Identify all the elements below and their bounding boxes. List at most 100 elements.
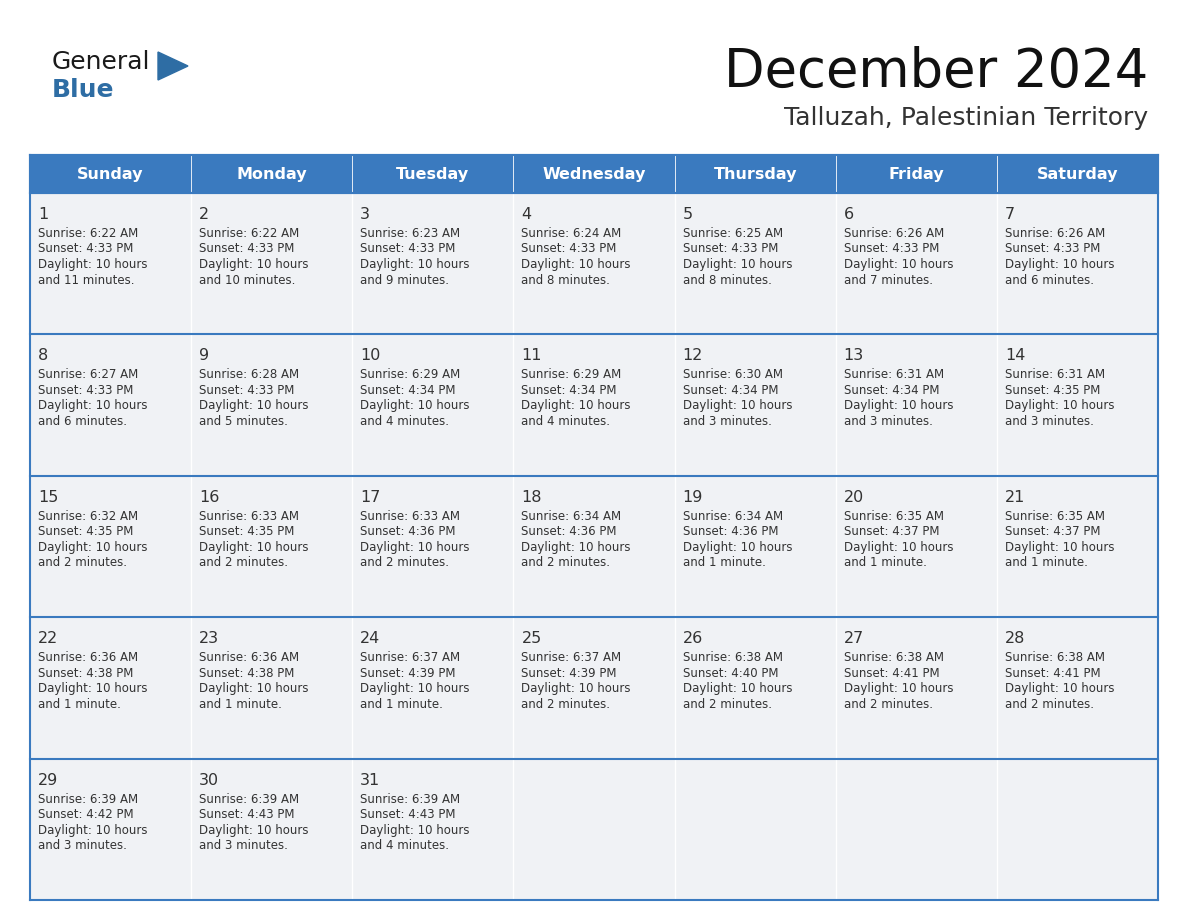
Bar xyxy=(191,617,353,758)
Text: General: General xyxy=(52,50,151,74)
Text: Daylight: 10 hours: Daylight: 10 hours xyxy=(360,258,469,271)
Text: Daylight: 10 hours: Daylight: 10 hours xyxy=(38,399,147,412)
Text: and 1 minute.: and 1 minute. xyxy=(360,698,443,711)
Text: 23: 23 xyxy=(200,632,220,646)
Text: Sunrise: 6:30 AM: Sunrise: 6:30 AM xyxy=(683,368,783,381)
Text: Sunrise: 6:39 AM: Sunrise: 6:39 AM xyxy=(38,792,138,806)
Text: Daylight: 10 hours: Daylight: 10 hours xyxy=(1005,682,1114,695)
Text: Sunset: 4:42 PM: Sunset: 4:42 PM xyxy=(38,808,133,821)
Text: 25: 25 xyxy=(522,632,542,646)
Text: and 6 minutes.: and 6 minutes. xyxy=(38,415,127,428)
Text: Daylight: 10 hours: Daylight: 10 hours xyxy=(1005,258,1114,271)
Text: 3: 3 xyxy=(360,207,371,222)
Text: and 8 minutes.: and 8 minutes. xyxy=(522,274,611,286)
Text: Sunset: 4:34 PM: Sunset: 4:34 PM xyxy=(522,384,617,397)
Text: 14: 14 xyxy=(1005,349,1025,364)
Text: and 2 minutes.: and 2 minutes. xyxy=(522,556,611,569)
Text: and 1 minute.: and 1 minute. xyxy=(200,698,282,711)
Text: Daylight: 10 hours: Daylight: 10 hours xyxy=(200,399,309,412)
Text: 24: 24 xyxy=(360,632,380,646)
Text: Sunrise: 6:39 AM: Sunrise: 6:39 AM xyxy=(200,792,299,806)
Bar xyxy=(675,617,835,758)
Text: and 4 minutes.: and 4 minutes. xyxy=(360,415,449,428)
Text: Sunset: 4:36 PM: Sunset: 4:36 PM xyxy=(683,525,778,538)
Text: Sunset: 4:33 PM: Sunset: 4:33 PM xyxy=(843,242,939,255)
Text: Daylight: 10 hours: Daylight: 10 hours xyxy=(683,541,792,554)
Text: 4: 4 xyxy=(522,207,531,222)
Text: Daylight: 10 hours: Daylight: 10 hours xyxy=(200,258,309,271)
Text: 17: 17 xyxy=(360,490,380,505)
Text: 11: 11 xyxy=(522,349,542,364)
Text: Sunset: 4:37 PM: Sunset: 4:37 PM xyxy=(1005,525,1100,538)
Text: 18: 18 xyxy=(522,490,542,505)
Text: 7: 7 xyxy=(1005,207,1015,222)
Text: Sunset: 4:36 PM: Sunset: 4:36 PM xyxy=(522,525,617,538)
Text: and 10 minutes.: and 10 minutes. xyxy=(200,274,296,286)
Text: Sunrise: 6:33 AM: Sunrise: 6:33 AM xyxy=(360,509,460,522)
Text: Daylight: 10 hours: Daylight: 10 hours xyxy=(1005,541,1114,554)
Bar xyxy=(513,617,675,758)
Bar xyxy=(835,758,997,900)
Bar xyxy=(191,193,353,334)
Bar xyxy=(997,155,1158,193)
Text: Sunrise: 6:23 AM: Sunrise: 6:23 AM xyxy=(360,227,461,240)
Text: 8: 8 xyxy=(38,349,49,364)
Text: Daylight: 10 hours: Daylight: 10 hours xyxy=(360,399,469,412)
Text: Daylight: 10 hours: Daylight: 10 hours xyxy=(360,541,469,554)
Text: Sunrise: 6:24 AM: Sunrise: 6:24 AM xyxy=(522,227,621,240)
Text: Sunset: 4:35 PM: Sunset: 4:35 PM xyxy=(1005,384,1100,397)
Text: and 3 minutes.: and 3 minutes. xyxy=(683,415,771,428)
Text: Sunrise: 6:36 AM: Sunrise: 6:36 AM xyxy=(200,651,299,665)
Text: Sunrise: 6:37 AM: Sunrise: 6:37 AM xyxy=(522,651,621,665)
Bar xyxy=(353,617,513,758)
Text: 16: 16 xyxy=(200,490,220,505)
Text: and 7 minutes.: and 7 minutes. xyxy=(843,274,933,286)
Bar xyxy=(997,617,1158,758)
Text: Daylight: 10 hours: Daylight: 10 hours xyxy=(200,823,309,836)
Text: Sunset: 4:33 PM: Sunset: 4:33 PM xyxy=(360,242,456,255)
Text: Sunrise: 6:25 AM: Sunrise: 6:25 AM xyxy=(683,227,783,240)
Text: Sunrise: 6:26 AM: Sunrise: 6:26 AM xyxy=(843,227,944,240)
Text: and 2 minutes.: and 2 minutes. xyxy=(522,698,611,711)
Text: 10: 10 xyxy=(360,349,380,364)
Bar xyxy=(30,758,191,900)
Text: 27: 27 xyxy=(843,632,864,646)
Text: Sunrise: 6:32 AM: Sunrise: 6:32 AM xyxy=(38,509,138,522)
Text: December 2024: December 2024 xyxy=(723,46,1148,98)
Text: Blue: Blue xyxy=(52,78,114,102)
Text: Sunrise: 6:29 AM: Sunrise: 6:29 AM xyxy=(522,368,621,381)
Text: 29: 29 xyxy=(38,773,58,788)
Text: Sunset: 4:39 PM: Sunset: 4:39 PM xyxy=(522,666,617,679)
Text: Sunrise: 6:33 AM: Sunrise: 6:33 AM xyxy=(200,509,299,522)
Text: Daylight: 10 hours: Daylight: 10 hours xyxy=(38,258,147,271)
Text: Daylight: 10 hours: Daylight: 10 hours xyxy=(38,823,147,836)
Bar xyxy=(513,758,675,900)
Bar xyxy=(675,193,835,334)
Text: Sunset: 4:34 PM: Sunset: 4:34 PM xyxy=(360,384,456,397)
Text: Sunrise: 6:34 AM: Sunrise: 6:34 AM xyxy=(683,509,783,522)
Text: Daylight: 10 hours: Daylight: 10 hours xyxy=(38,682,147,695)
Text: 22: 22 xyxy=(38,632,58,646)
Text: and 2 minutes.: and 2 minutes. xyxy=(843,698,933,711)
Text: 2: 2 xyxy=(200,207,209,222)
Text: Sunset: 4:38 PM: Sunset: 4:38 PM xyxy=(200,666,295,679)
Bar xyxy=(191,476,353,617)
Text: Sunrise: 6:26 AM: Sunrise: 6:26 AM xyxy=(1005,227,1105,240)
Text: Sunset: 4:35 PM: Sunset: 4:35 PM xyxy=(200,525,295,538)
Text: Sunrise: 6:35 AM: Sunrise: 6:35 AM xyxy=(1005,509,1105,522)
Text: and 11 minutes.: and 11 minutes. xyxy=(38,274,134,286)
Text: and 1 minute.: and 1 minute. xyxy=(1005,556,1088,569)
Text: and 3 minutes.: and 3 minutes. xyxy=(843,415,933,428)
Text: and 1 minute.: and 1 minute. xyxy=(38,698,121,711)
Text: Sunset: 4:33 PM: Sunset: 4:33 PM xyxy=(200,242,295,255)
Bar xyxy=(835,617,997,758)
Text: Sunset: 4:43 PM: Sunset: 4:43 PM xyxy=(200,808,295,821)
Text: Sunset: 4:34 PM: Sunset: 4:34 PM xyxy=(843,384,940,397)
Text: Daylight: 10 hours: Daylight: 10 hours xyxy=(200,682,309,695)
Bar xyxy=(353,758,513,900)
Text: Daylight: 10 hours: Daylight: 10 hours xyxy=(843,399,953,412)
Text: Monday: Monday xyxy=(236,166,307,182)
Text: Sunrise: 6:22 AM: Sunrise: 6:22 AM xyxy=(38,227,138,240)
Text: Sunday: Sunday xyxy=(77,166,144,182)
Text: Daylight: 10 hours: Daylight: 10 hours xyxy=(683,682,792,695)
